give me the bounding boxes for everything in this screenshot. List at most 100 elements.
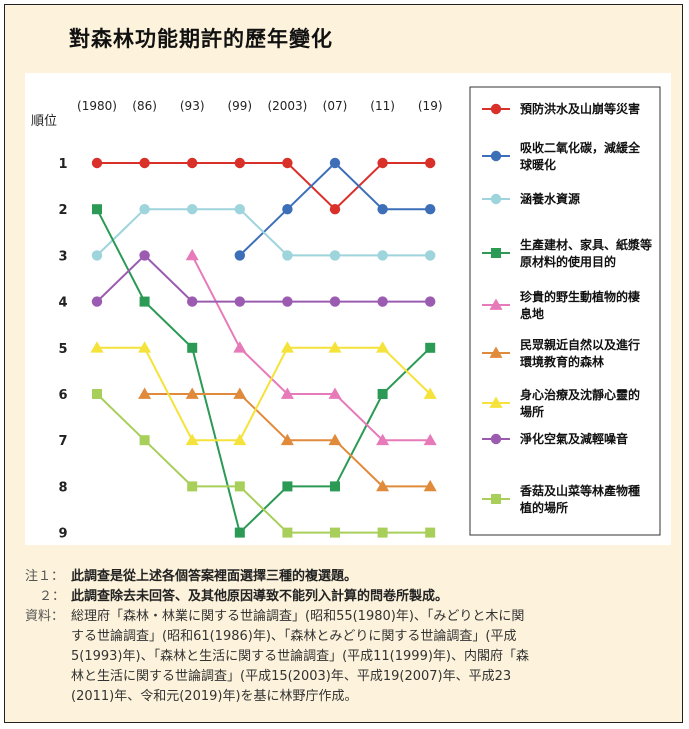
data-point	[423, 479, 437, 492]
y-tick-label: 5	[58, 342, 67, 357]
data-point	[185, 248, 199, 261]
legend-label: 香菇及山菜等林產物種	[519, 483, 640, 498]
x-tick-label: (2003)	[267, 99, 307, 113]
series-line	[96, 254, 431, 303]
series-8	[91, 250, 436, 307]
series-1	[91, 157, 436, 215]
data-point	[425, 157, 436, 169]
data-point	[92, 389, 102, 399]
source-line: (2011)年、令和元(2019)年)を基に林野庁作成。	[71, 689, 358, 704]
data-point	[187, 204, 198, 215]
data-point	[377, 389, 388, 399]
data-point	[329, 296, 341, 307]
y-axis-label: 順位	[31, 114, 57, 129]
legend-label: 預防洪水及山崩等災害	[520, 101, 640, 116]
legend-marker	[491, 248, 501, 258]
data-point	[138, 387, 152, 399]
note-1-key: 注１：	[25, 569, 65, 584]
series-line	[96, 393, 431, 534]
series-2	[234, 157, 436, 261]
source-note: 資料： 総理府「森林・林業に関する世論調査」(昭和55(1980)年)、「みどり…	[25, 607, 675, 707]
data-point	[185, 433, 199, 446]
data-point	[329, 157, 341, 169]
data-point	[187, 296, 198, 307]
legend-marker	[490, 103, 502, 115]
source-line: 5(1993)年)、「森林と生活に関する世論調査」(平成11(1999)年)、内…	[71, 649, 529, 664]
data-point	[376, 479, 390, 492]
data-point	[282, 296, 293, 307]
data-point	[423, 433, 437, 446]
series-line	[191, 254, 431, 442]
series-5	[185, 248, 437, 446]
y-tick-label: 6	[58, 388, 67, 403]
series-3	[91, 204, 436, 261]
series-line	[97, 346, 431, 442]
data-point	[425, 527, 436, 538]
data-point	[377, 527, 388, 538]
data-point	[92, 204, 102, 215]
data-point	[280, 387, 294, 399]
legend-marker	[490, 193, 502, 205]
legend-label: 涵養水資源	[520, 191, 580, 206]
data-point	[234, 204, 245, 215]
y-tick-label: 7	[58, 434, 67, 449]
legend-label: 環境教育的森林	[520, 354, 604, 369]
data-point	[187, 342, 198, 353]
chart-title: 對森林功能期許的歷年變化	[69, 26, 333, 51]
source-line: する世論調査」(昭和61(1986)年)、「森林とみどりに関する世論調査」(平成	[71, 629, 517, 644]
legend-label: 植的場所	[519, 500, 568, 515]
data-point	[328, 341, 342, 353]
note-1-text: 此調查是從上述各個答案裡面選擇三種的複選題。	[71, 569, 358, 584]
legend-marker	[491, 494, 501, 504]
data-point	[282, 250, 293, 261]
data-point	[282, 157, 293, 169]
data-point	[139, 435, 150, 446]
data-point	[139, 204, 150, 215]
legend-entry: 淨化空氣及減輕噪音	[482, 431, 628, 446]
note-2-text: 此調查除去未回答、及其他原因導致不能列入計算的問卷所製成。	[71, 589, 449, 604]
y-tick-label: 8	[58, 480, 67, 495]
data-point	[330, 527, 340, 538]
rank-line-chart: 順位 (1980) (86) (93) (99) (2003) (07) (11) (19) 1 2…	[31, 86, 661, 542]
data-point	[282, 204, 293, 215]
legend-entry: 預防洪水及山崩等災害	[482, 101, 640, 116]
legend-entry: 涵養水資源	[482, 191, 580, 206]
data-point	[425, 342, 436, 353]
data-point	[329, 204, 341, 215]
series-line	[96, 208, 431, 257]
legend-marker	[490, 150, 502, 162]
data-point	[423, 387, 437, 399]
legend-box	[469, 86, 661, 536]
data-point	[233, 341, 247, 353]
legend-marker	[489, 298, 503, 310]
legend-label: 民眾親近自然以及進行	[520, 337, 640, 352]
data-point	[282, 481, 293, 492]
data-point	[376, 341, 390, 353]
legend-label: 吸收二氧化碳，減緩全	[520, 140, 641, 155]
data-point	[139, 250, 150, 261]
x-tick-label: (11)	[370, 99, 395, 113]
y-tick-label: 3	[58, 249, 67, 264]
note-2: ２： 此調查除去未回答、及其他原因導致不能列入計算的問卷所製成。	[25, 587, 675, 607]
y-tick-label: 2	[58, 203, 67, 218]
x-tick-label: (19)	[418, 99, 443, 113]
legend-label: 息地	[520, 306, 544, 321]
chart-panel: 順位 (1980) (86) (93) (99) (2003) (07) (11) (19) 1 2…	[25, 73, 671, 545]
series-6	[138, 387, 437, 492]
data-point	[425, 250, 436, 261]
data-point	[328, 433, 342, 446]
legend-label: 球暖化	[520, 157, 556, 172]
series-line	[97, 162, 431, 211]
data-point	[91, 157, 103, 169]
notes-section: 注１： 此調查是從上述各個答案裡面選擇三種的複選題。 ２： 此調查除去未回答、及…	[25, 567, 675, 707]
legend-marker	[490, 433, 502, 445]
x-tick-label: (93)	[180, 99, 205, 113]
data-point	[425, 296, 436, 307]
data-point	[330, 481, 340, 492]
data-point	[425, 204, 436, 215]
